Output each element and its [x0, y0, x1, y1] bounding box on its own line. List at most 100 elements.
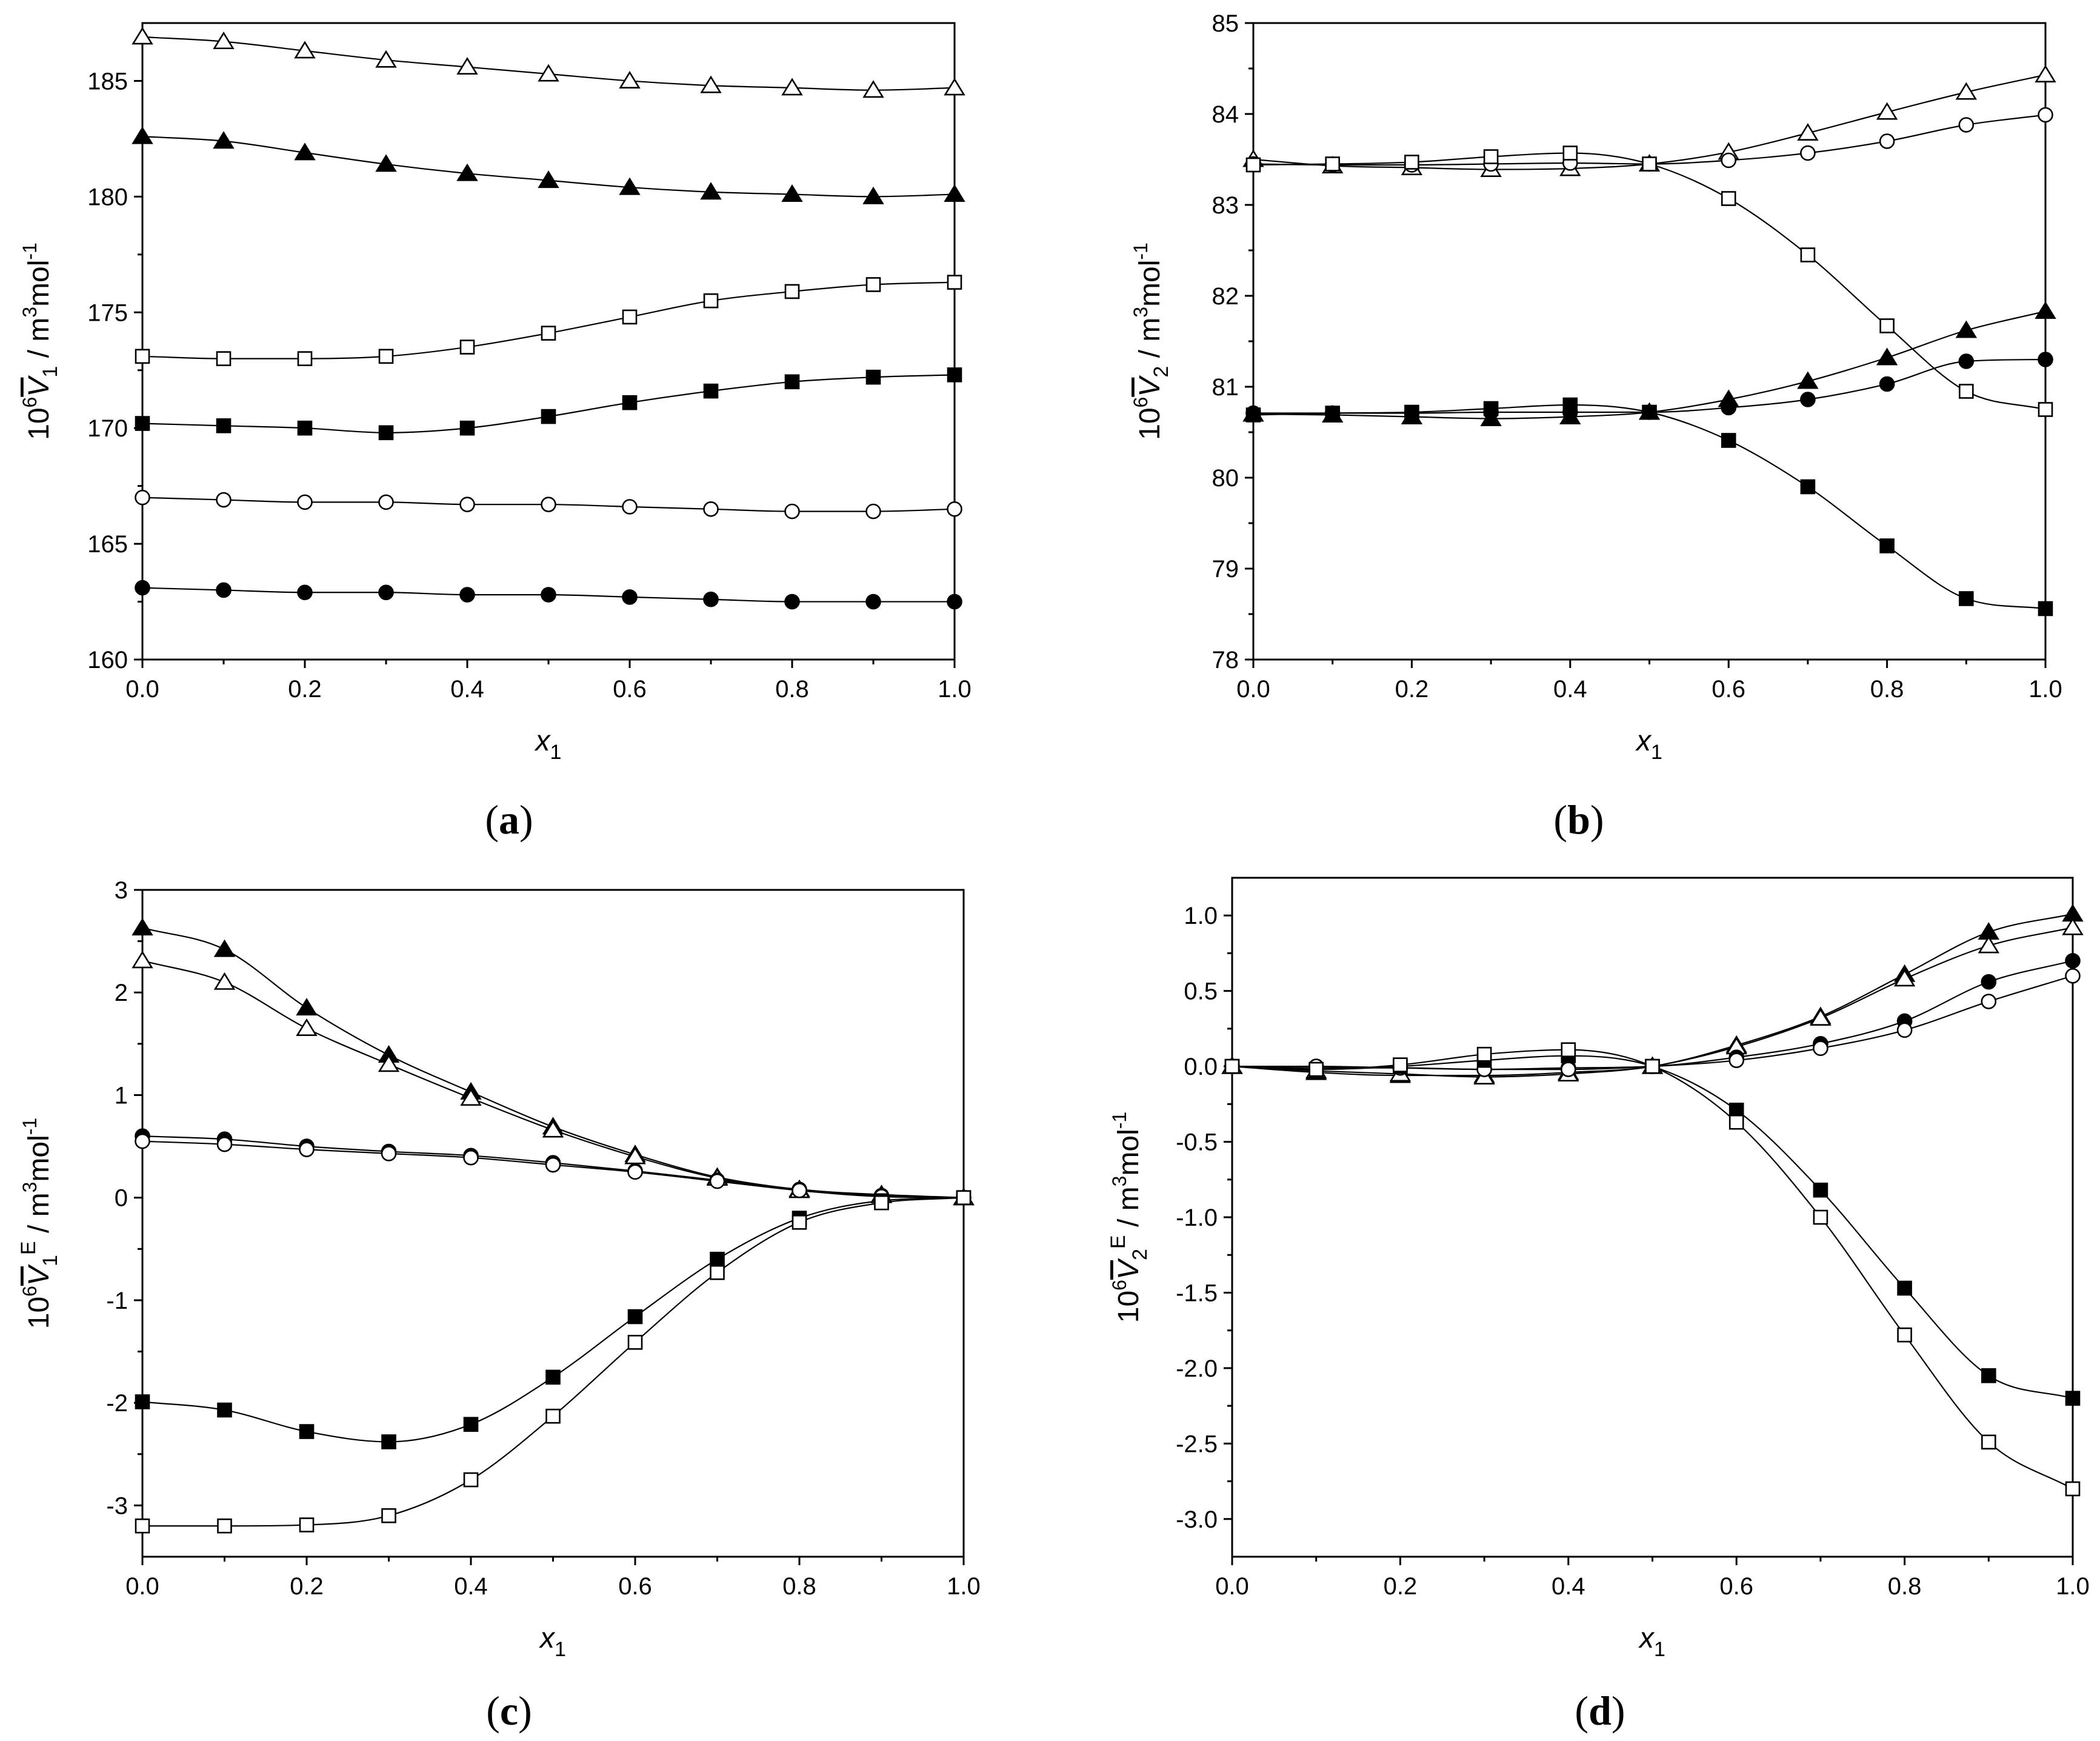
- data-point-open-circle: [1800, 145, 1816, 161]
- data-point-open-square: [1645, 1058, 1660, 1074]
- y-tick-label: 175: [87, 299, 128, 326]
- data-point-open-square: [459, 339, 475, 355]
- x-tick-label: 0.0: [1236, 676, 1270, 703]
- data-point-filled-square: [378, 425, 394, 441]
- panel-label-letter: c: [500, 1688, 518, 1734]
- x-tick-label: 0.4: [1552, 1573, 1585, 1600]
- y-tick-label: -1: [106, 1288, 128, 1314]
- data-point-open-square: [541, 326, 556, 341]
- y-tick-label: -1.5: [1176, 1280, 1218, 1306]
- data-point-open-circle: [1721, 152, 1736, 169]
- data-point-open-circle: [792, 1183, 807, 1198]
- data-point-open-circle: [1813, 1040, 1828, 1057]
- data-point-open-triangle: [132, 27, 153, 45]
- panel-label-open: (: [1553, 797, 1567, 843]
- data-point-filled-square: [217, 1402, 232, 1418]
- data-point-open-circle: [703, 501, 719, 517]
- y-title-unit-mol: mol: [23, 1135, 55, 1181]
- y-tick-label: -2.0: [1176, 1355, 1218, 1382]
- y-tick-label: -1.0: [1176, 1205, 1218, 1231]
- data-point-open-circle: [622, 499, 638, 515]
- x-tick-label: 1.0: [938, 676, 972, 703]
- y-tick-label: 185: [87, 68, 128, 95]
- y-title-unit-sup: 3: [19, 1182, 41, 1193]
- data-point-filled-square: [622, 395, 638, 410]
- y-tick-label: 170: [87, 415, 128, 442]
- data-point-filled-triangle: [375, 154, 397, 172]
- data-point-filled-square: [381, 1434, 396, 1449]
- x-tick-label: 0.2: [290, 1573, 324, 1600]
- data-point-open-square: [545, 1408, 561, 1424]
- data-point-open-triangle: [538, 64, 559, 82]
- data-point-filled-triangle: [1876, 347, 1898, 366]
- data-point-filled-circle: [2038, 352, 2053, 367]
- series-line-open-square: [142, 281, 955, 359]
- y-tick-label: -2: [106, 1390, 128, 1417]
- data-point-filled-circle: [703, 591, 719, 607]
- data-point-filled-square: [865, 369, 881, 385]
- y-title-unit-sup2: -1: [19, 242, 41, 259]
- data-point-filled-triangle: [1955, 320, 1978, 338]
- data-point-filled-triangle: [1797, 371, 1819, 389]
- panel-label-open: (: [1575, 1688, 1588, 1734]
- y-axis-title: 106V1 / m3mol-1: [19, 242, 62, 440]
- series-line-open-square: [1253, 152, 2045, 410]
- data-point-open-circle: [381, 1146, 397, 1161]
- y-title-symbol: V: [1134, 375, 1166, 397]
- x-tick-label: 0.4: [450, 676, 484, 703]
- data-point-open-circle: [709, 1173, 725, 1189]
- data-point-open-circle: [378, 494, 394, 510]
- y-tick-label: 165: [87, 531, 128, 558]
- panel-label-a: (a): [485, 797, 533, 843]
- x-axis-symbol: x: [1635, 725, 1652, 757]
- data-point-open-triangle: [1797, 123, 1819, 141]
- y-title-subscript: 2: [1150, 366, 1173, 378]
- data-point-filled-square: [947, 367, 962, 383]
- data-point-open-square: [784, 284, 800, 299]
- data-point-filled-square: [1404, 404, 1419, 420]
- data-point-open-triangle: [375, 50, 397, 68]
- y-tick-label: 84: [1212, 101, 1239, 128]
- data-point-filled-circle: [378, 584, 394, 601]
- data-point-filled-circle: [622, 589, 638, 605]
- data-point-open-square: [1308, 1061, 1324, 1077]
- data-point-filled-triangle: [294, 142, 316, 161]
- data-point-open-circle: [135, 1133, 150, 1149]
- y-tick-label: -3.0: [1176, 1506, 1218, 1533]
- data-point-open-square: [1404, 155, 1419, 170]
- data-point-filled-circle: [135, 580, 150, 596]
- data-point-filled-circle: [2065, 953, 2081, 969]
- y-title-unit-sup: 3: [19, 307, 41, 318]
- y-tick-label: 0: [115, 1185, 128, 1212]
- y-tick-label: 81: [1212, 374, 1239, 401]
- data-point-filled-square: [541, 409, 556, 424]
- data-point-open-triangle: [944, 78, 965, 96]
- x-tick-label: 1.0: [2056, 1573, 2090, 1600]
- data-point-open-triangle: [213, 32, 235, 50]
- data-point-open-square: [622, 309, 638, 325]
- data-point-filled-square: [459, 420, 475, 436]
- y-tick-label: 85: [1212, 10, 1239, 37]
- data-point-filled-square: [1325, 406, 1340, 421]
- x-axis-subscript: 1: [550, 741, 562, 764]
- series-line-open-triangle: [142, 36, 955, 91]
- data-point-open-triangle: [378, 1054, 400, 1072]
- data-point-open-square: [1224, 1058, 1240, 1074]
- data-point-open-square: [1393, 1057, 1408, 1072]
- data-point-filled-square: [703, 383, 719, 399]
- data-point-open-square: [947, 275, 962, 290]
- y-tick-label: 3: [115, 877, 128, 904]
- y-tick-label: -0.5: [1176, 1129, 1218, 1156]
- data-point-open-triangle: [781, 78, 803, 96]
- series-filled-square: [1224, 1048, 2081, 1406]
- x-tick-label: 0.2: [288, 676, 322, 703]
- data-point-open-square: [1721, 191, 1736, 206]
- data-point-filled-square: [463, 1417, 479, 1432]
- data-point-filled-square: [1721, 433, 1736, 448]
- data-point-filled-circle: [1879, 376, 1895, 392]
- data-point-open-circle: [545, 1157, 561, 1173]
- data-point-open-circle: [299, 1141, 315, 1157]
- y-title-subscript: 2: [1128, 1249, 1152, 1260]
- data-point-open-square: [865, 277, 881, 292]
